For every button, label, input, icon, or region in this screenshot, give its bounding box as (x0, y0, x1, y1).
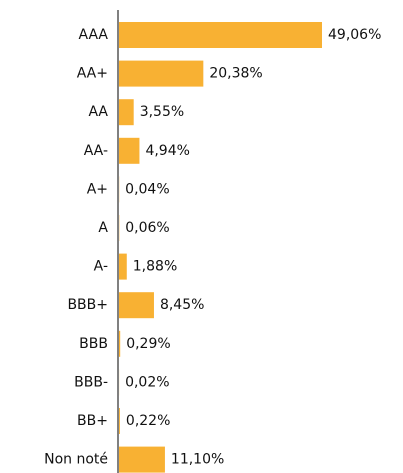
category-label: AA+ (77, 66, 108, 82)
value-label: 4,94% (145, 143, 189, 159)
category-label: A+ (87, 181, 108, 197)
bar (119, 137, 140, 164)
bar (119, 22, 322, 48)
value-label: 8,45% (160, 297, 204, 313)
bar (119, 60, 204, 87)
category-label: A (98, 220, 108, 236)
value-label: 3,55% (140, 104, 184, 120)
value-label: 11,10% (171, 452, 224, 468)
bar (119, 446, 165, 473)
category-label: BBB (79, 336, 108, 352)
value-label: 20,38% (209, 66, 262, 82)
category-label: BB+ (77, 413, 108, 429)
category-label: BBB+ (67, 297, 108, 313)
bar (119, 408, 120, 434)
bar (119, 292, 154, 319)
value-label: 0,02% (125, 374, 169, 390)
value-label: 0,06% (125, 220, 169, 236)
category-label: AAA (78, 27, 108, 43)
bar (119, 99, 134, 126)
value-label: 1,88% (133, 259, 177, 275)
category-label: A- (94, 259, 108, 275)
category-label: AA- (84, 143, 108, 159)
category-label: Non noté (44, 452, 108, 468)
value-label: 49,06% (328, 27, 381, 43)
category-label: AA (88, 104, 108, 120)
value-label: 0,22% (126, 413, 170, 429)
category-label: BBB- (74, 374, 108, 390)
value-label: 0,04% (125, 181, 169, 197)
bar (119, 330, 121, 357)
value-label: 0,29% (126, 336, 170, 352)
bar (119, 253, 127, 280)
